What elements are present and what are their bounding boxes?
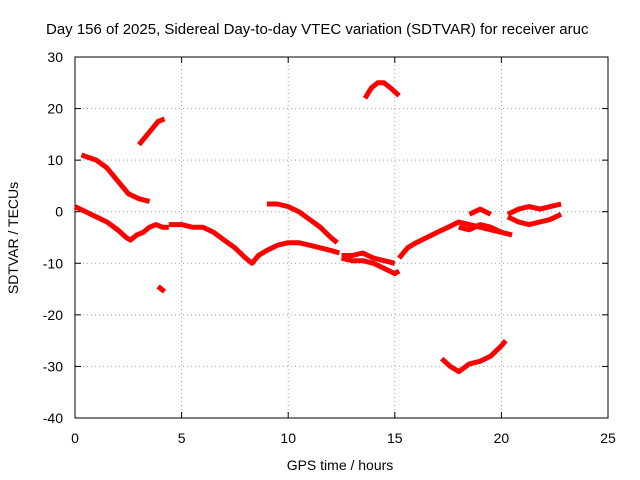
series-line-arc-8 — [506, 201, 562, 217]
x-tick-label: 25 — [600, 430, 616, 446]
x-tick-label: 15 — [387, 430, 403, 446]
series-line-arc-9 — [80, 152, 151, 204]
chart-title: Day 156 of 2025, Sidereal Day-to-day VTE… — [46, 21, 589, 38]
x-axis-label: GPS time / hours — [287, 457, 394, 473]
series-line-arc-5 — [458, 222, 503, 235]
y-tick-label: -20 — [43, 307, 63, 323]
series-line-arc-10 — [137, 116, 166, 147]
series-line-arc-13 — [156, 284, 167, 294]
series-group — [73, 80, 563, 375]
y-axis-ticks: -40 -30 -20 -10 0 10 20 30 — [43, 49, 608, 426]
y-tick-label: -10 — [43, 255, 63, 271]
series-line-arc-14 — [440, 339, 508, 375]
y-axis-label: SDTVAR / TECUs — [5, 182, 21, 294]
y-tick-label: -30 — [43, 358, 63, 374]
y-tick-label: -40 — [43, 410, 63, 426]
grid — [75, 57, 608, 418]
series-line-arc-15 — [341, 250, 396, 266]
y-tick-label: 10 — [47, 152, 63, 168]
series-line-arc-1 — [73, 204, 169, 243]
series-line-arc-12 — [362, 80, 401, 100]
y-tick-label: 0 — [55, 204, 63, 220]
plot-frame — [74, 56, 609, 419]
x-tick-label: 20 — [494, 430, 510, 446]
series-line-arc-7 — [506, 212, 563, 228]
x-axis-ticks: 0 5 10 15 20 25 — [71, 57, 616, 446]
x-tick-label: 5 — [178, 430, 186, 446]
series-line-arc-11 — [266, 201, 339, 245]
x-tick-label: 0 — [71, 430, 79, 446]
x-tick-label: 10 — [280, 430, 296, 446]
series-line-arc-6 — [468, 206, 492, 217]
series-line-arc-3 — [340, 255, 401, 277]
y-tick-label: 20 — [47, 101, 63, 117]
y-tick-label: 30 — [47, 49, 63, 65]
series-line-arc-2 — [168, 222, 341, 266]
